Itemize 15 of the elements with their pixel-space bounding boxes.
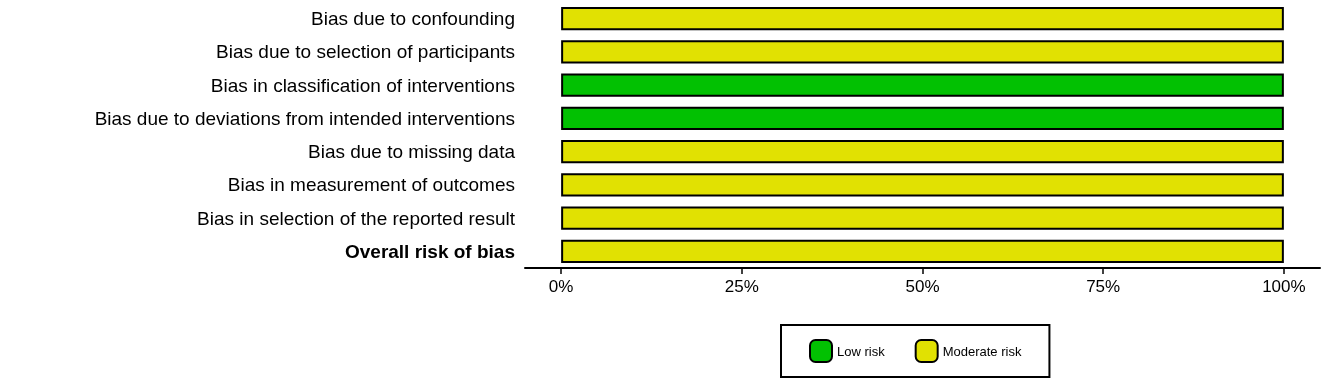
y-tick-label: Bias due to missing data (307, 141, 516, 163)
y-tick-label: Bias due to selection of participants (216, 41, 515, 63)
y-tick-label: Bias in selection of the reported result (197, 207, 516, 229)
x-tick-label: 0% (548, 277, 574, 296)
x-tick-label: 25% (724, 277, 759, 296)
legend-label: Moderate risk (942, 343, 1022, 359)
legend-label: Low risk (837, 343, 886, 359)
y-tick-label: Bias due to confounding (311, 8, 515, 30)
y-tick-label: Overall risk of bias (344, 240, 515, 262)
y-tick-label: Bias in classification of interventions (210, 74, 515, 96)
x-tick-label: 75% (1086, 277, 1121, 296)
y-tick-label: Bias due to deviations from intended interventions (94, 107, 515, 129)
x-tick-label: 100% (1262, 277, 1306, 296)
x-tick-label: 50% (905, 277, 940, 296)
y-tick-label: Bias in measurement of outcomes (227, 174, 515, 196)
